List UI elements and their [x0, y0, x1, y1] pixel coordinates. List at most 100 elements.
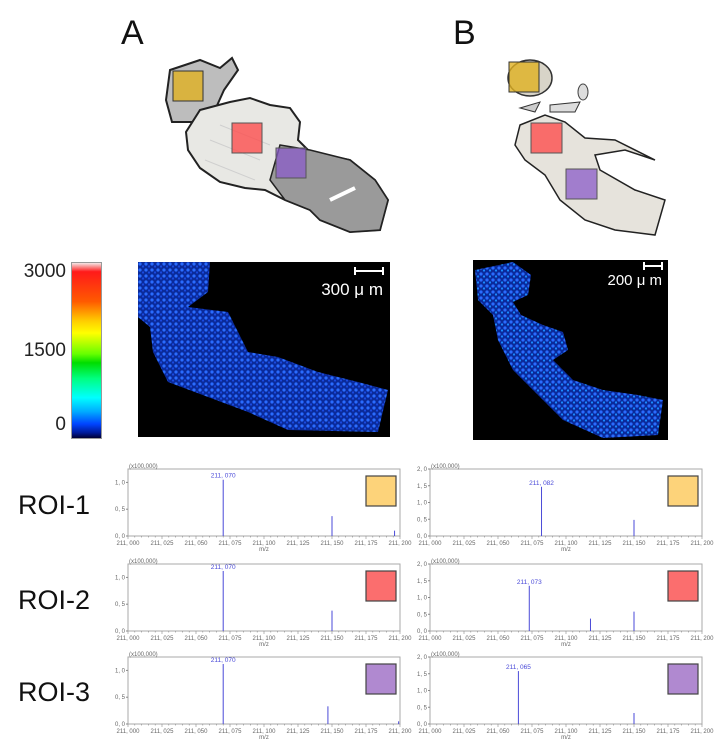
colorbar-mid-label: 1500: [23, 340, 66, 361]
svg-text:211, 100: 211, 100: [555, 636, 579, 642]
intensity-colorbar: [71, 262, 102, 439]
tissue-optical-image-b: [505, 50, 675, 245]
svg-text:(x100,000): (x100,000): [129, 464, 158, 470]
svg-text:m/z: m/z: [561, 642, 571, 648]
svg-text:211, 200: 211, 200: [389, 636, 413, 642]
svg-text:211, 075: 211, 075: [219, 541, 243, 547]
svg-text:211, 150: 211, 150: [623, 729, 647, 735]
svg-text:211, 150: 211, 150: [623, 541, 647, 547]
svg-text:211, 175: 211, 175: [657, 541, 681, 547]
svg-text:211, 125: 211, 125: [287, 636, 311, 642]
svg-text:211, 175: 211, 175: [355, 729, 379, 735]
svg-text:211, 200: 211, 200: [389, 541, 413, 547]
svg-text:211, 075: 211, 075: [521, 636, 545, 642]
svg-text:1, 0: 1, 0: [115, 575, 126, 581]
svg-text:(x100,000): (x100,000): [129, 652, 158, 658]
roi-label-2: ROI-2: [18, 585, 91, 615]
svg-text:0, 5: 0, 5: [417, 517, 428, 523]
svg-text:211, 200: 211, 200: [691, 729, 715, 735]
svg-text:0, 0: 0, 0: [417, 629, 428, 635]
svg-text:211, 050: 211, 050: [487, 636, 511, 642]
svg-text:211, 175: 211, 175: [657, 636, 681, 642]
tissue-optical-image-a: [160, 50, 400, 235]
mass-spectrum-b-roi-1: (x100,000) 0, 0 0, 5 1, 0 1, 5 2, 0 211, 000 21…: [412, 462, 714, 553]
svg-text:0, 5: 0, 5: [417, 705, 428, 711]
svg-text:211, 150: 211, 150: [321, 729, 345, 735]
ims-heatmap-b: 200 μ m: [473, 260, 668, 440]
svg-text:211, 025: 211, 025: [151, 541, 175, 547]
svg-text:0, 0: 0, 0: [115, 629, 126, 635]
svg-text:0, 0: 0, 0: [417, 534, 428, 540]
svg-text:211, 100: 211, 100: [253, 541, 277, 547]
svg-text:211, 075: 211, 075: [219, 729, 243, 735]
svg-text:211, 200: 211, 200: [691, 636, 715, 642]
mass-spectrum-b-roi-2: (x100,000) 0, 0 0, 5 1, 0 1, 5 2, 0 211, 000 21…: [412, 557, 714, 648]
svg-text:211, 050: 211, 050: [185, 636, 209, 642]
svg-text:m/z: m/z: [259, 547, 269, 553]
svg-text:211, 125: 211, 125: [287, 729, 311, 735]
svg-text:211, 070: 211, 070: [211, 657, 236, 664]
svg-text:211, 000: 211, 000: [117, 636, 141, 642]
svg-text:211, 000: 211, 000: [117, 729, 141, 735]
mass-spectrum-a-roi-3: (x100,000) 0, 0 0, 5 1, 0 211, 000 211, 025 21…: [110, 650, 412, 740]
svg-text:211, 073: 211, 073: [517, 579, 542, 586]
scale-label-a: 300 μ m: [321, 280, 383, 299]
scale-label-b: 200 μ m: [607, 272, 663, 289]
svg-text:211, 075: 211, 075: [521, 541, 545, 547]
svg-text:211, 100: 211, 100: [253, 636, 277, 642]
svg-text:(x100,000): (x100,000): [129, 559, 158, 565]
svg-text:211, 100: 211, 100: [555, 541, 579, 547]
mass-spectrum-b-roi-3: (x100,000) 0, 0 0, 5 1, 0 1, 5 2, 0 211, 000 21…: [412, 650, 714, 740]
svg-text:(x100,000): (x100,000): [431, 559, 460, 565]
svg-text:211, 025: 211, 025: [151, 636, 175, 642]
svg-text:m/z: m/z: [259, 735, 269, 740]
svg-text:211, 000: 211, 000: [419, 541, 443, 547]
svg-text:211, 150: 211, 150: [321, 636, 345, 642]
scale-bar-a: [354, 267, 384, 275]
svg-text:211, 025: 211, 025: [151, 729, 175, 735]
svg-text:211, 125: 211, 125: [589, 541, 613, 547]
svg-text:211, 050: 211, 050: [185, 541, 209, 547]
svg-text:211, 050: 211, 050: [185, 729, 209, 735]
svg-text:211, 175: 211, 175: [355, 541, 379, 547]
svg-text:m/z: m/z: [561, 547, 571, 553]
svg-text:211, 125: 211, 125: [589, 729, 613, 735]
scale-bar-b: [643, 262, 663, 270]
svg-text:1, 5: 1, 5: [417, 579, 428, 585]
svg-text:211, 100: 211, 100: [253, 729, 277, 735]
svg-text:211, 000: 211, 000: [419, 636, 443, 642]
svg-text:211, 200: 211, 200: [389, 729, 413, 735]
panel-label-a: A: [121, 14, 144, 52]
svg-text:211, 025: 211, 025: [453, 729, 477, 735]
svg-text:0, 0: 0, 0: [115, 534, 126, 540]
svg-text:211, 150: 211, 150: [321, 541, 345, 547]
svg-text:211, 000: 211, 000: [419, 729, 443, 735]
svg-text:211, 125: 211, 125: [589, 636, 613, 642]
svg-text:2, 0: 2, 0: [417, 655, 428, 661]
svg-text:211, 075: 211, 075: [521, 729, 545, 735]
svg-text:(x100,000): (x100,000): [431, 464, 460, 470]
svg-text:211, 175: 211, 175: [355, 636, 379, 642]
svg-text:0, 5: 0, 5: [115, 602, 126, 608]
svg-text:211, 025: 211, 025: [453, 636, 477, 642]
mass-spectrum-a-roi-1: (x100,000) 0, 0 0, 5 1, 0 211, 000 211, 025 21…: [110, 462, 412, 553]
mass-spectrum-a-roi-2: (x100,000) 0, 0 0, 5 1, 0 211, 000 211, 025 21…: [110, 557, 412, 648]
svg-text:0, 5: 0, 5: [115, 507, 126, 513]
roi-label-3: ROI-3: [18, 677, 91, 707]
panel-label-b: B: [453, 14, 476, 52]
svg-text:1, 0: 1, 0: [417, 689, 428, 695]
svg-text:211, 025: 211, 025: [453, 541, 477, 547]
svg-text:211, 150: 211, 150: [623, 636, 647, 642]
svg-text:1, 5: 1, 5: [417, 484, 428, 490]
svg-text:0, 0: 0, 0: [417, 722, 428, 728]
svg-text:211, 065: 211, 065: [506, 664, 531, 671]
svg-text:211, 070: 211, 070: [211, 564, 236, 571]
roi-label-1: ROI-1: [18, 490, 91, 520]
svg-text:m/z: m/z: [561, 735, 571, 740]
svg-text:1, 0: 1, 0: [417, 501, 428, 507]
svg-text:211, 100: 211, 100: [555, 729, 579, 735]
svg-text:211, 050: 211, 050: [487, 729, 511, 735]
svg-text:211, 125: 211, 125: [287, 541, 311, 547]
colorbar-max-label: 3000: [23, 261, 66, 282]
svg-text:0, 5: 0, 5: [417, 612, 428, 618]
